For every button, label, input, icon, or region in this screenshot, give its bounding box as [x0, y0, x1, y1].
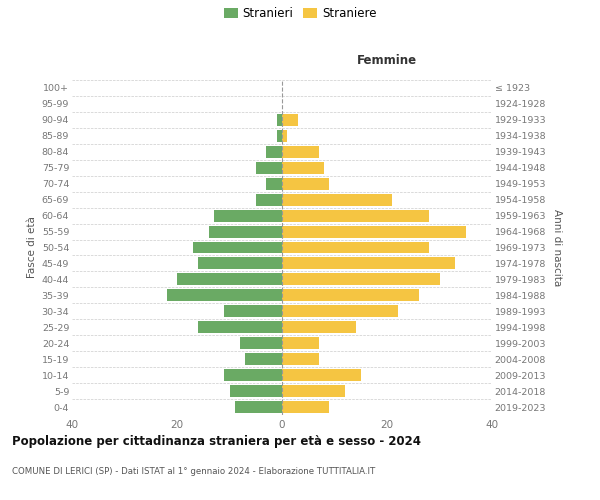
- Bar: [224, 306, 282, 318]
- Bar: [256, 162, 282, 173]
- Bar: [282, 353, 319, 365]
- Bar: [282, 290, 419, 302]
- Bar: [266, 146, 282, 158]
- Bar: [235, 401, 282, 413]
- Bar: [282, 162, 324, 173]
- Legend: Stranieri, Straniere: Stranieri, Straniere: [220, 4, 380, 24]
- Bar: [266, 178, 282, 190]
- Bar: [282, 114, 298, 126]
- Bar: [282, 242, 429, 254]
- Bar: [214, 210, 282, 222]
- Bar: [167, 290, 282, 302]
- Bar: [256, 194, 282, 205]
- Bar: [282, 337, 319, 349]
- Bar: [277, 130, 282, 142]
- Bar: [224, 369, 282, 381]
- Bar: [198, 258, 282, 270]
- Bar: [282, 226, 466, 237]
- Bar: [282, 274, 439, 285]
- Bar: [282, 306, 398, 318]
- Bar: [282, 322, 355, 333]
- Bar: [282, 385, 345, 397]
- Bar: [240, 337, 282, 349]
- Bar: [282, 146, 319, 158]
- Bar: [198, 322, 282, 333]
- Bar: [229, 385, 282, 397]
- Bar: [245, 353, 282, 365]
- Text: COMUNE DI LERICI (SP) - Dati ISTAT al 1° gennaio 2024 - Elaborazione TUTTITALIA.: COMUNE DI LERICI (SP) - Dati ISTAT al 1°…: [12, 468, 375, 476]
- Text: Popolazione per cittadinanza straniera per età e sesso - 2024: Popolazione per cittadinanza straniera p…: [12, 435, 421, 448]
- Text: Femmine: Femmine: [357, 54, 417, 66]
- Bar: [282, 369, 361, 381]
- Bar: [282, 258, 455, 270]
- Bar: [209, 226, 282, 237]
- Bar: [193, 242, 282, 254]
- Bar: [282, 194, 392, 205]
- Bar: [282, 210, 429, 222]
- Bar: [177, 274, 282, 285]
- Y-axis label: Anni di nascita: Anni di nascita: [552, 209, 562, 286]
- Bar: [282, 178, 329, 190]
- Bar: [282, 130, 287, 142]
- Y-axis label: Fasce di età: Fasce di età: [28, 216, 37, 278]
- Bar: [282, 401, 329, 413]
- Bar: [277, 114, 282, 126]
